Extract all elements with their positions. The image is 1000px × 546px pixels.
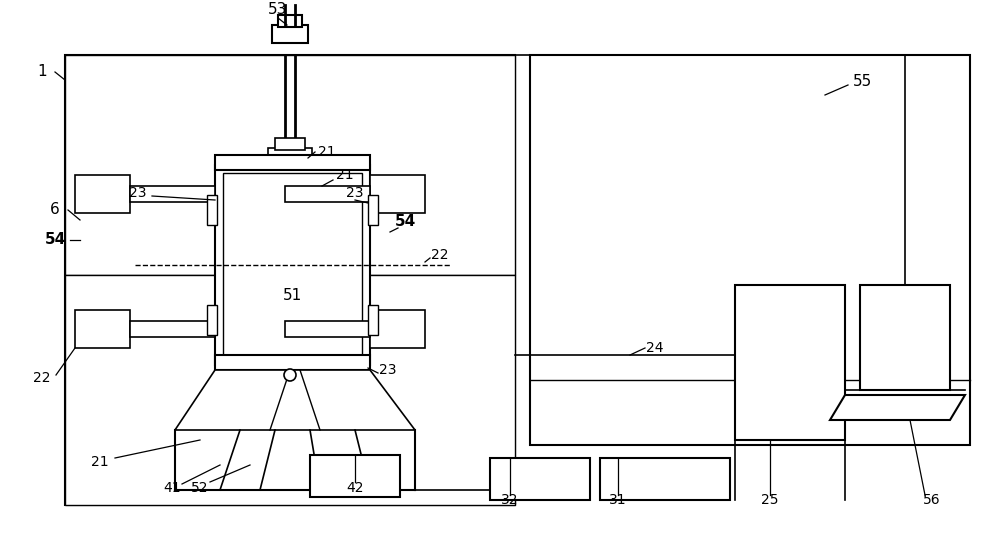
Bar — [225, 356, 237, 364]
Text: 41: 41 — [163, 481, 181, 495]
Bar — [207, 305, 217, 335]
Bar — [285, 186, 370, 202]
Text: 21: 21 — [336, 168, 354, 182]
Bar — [275, 138, 305, 150]
Text: 23: 23 — [379, 363, 397, 377]
Bar — [279, 161, 291, 169]
Bar — [130, 186, 215, 202]
Text: 24: 24 — [646, 341, 664, 355]
Bar — [268, 158, 312, 168]
Bar — [65, 275, 515, 505]
Text: 23: 23 — [346, 186, 364, 200]
Bar — [207, 195, 217, 225]
Bar — [370, 310, 425, 348]
Bar — [65, 55, 515, 275]
Bar — [130, 321, 215, 337]
Bar — [315, 161, 327, 169]
Bar — [75, 175, 130, 213]
Text: 31: 31 — [609, 493, 627, 507]
Bar — [279, 356, 291, 364]
Bar — [243, 356, 255, 364]
Bar — [490, 458, 590, 500]
Text: 1: 1 — [37, 64, 47, 80]
Bar — [310, 455, 400, 497]
Bar — [368, 305, 378, 335]
Circle shape — [284, 369, 296, 381]
Bar — [333, 161, 345, 169]
Bar — [297, 161, 309, 169]
Bar — [215, 165, 370, 365]
Bar — [215, 355, 370, 370]
Text: 22: 22 — [33, 371, 51, 385]
Bar — [333, 356, 345, 364]
Bar — [285, 321, 370, 337]
Text: 21: 21 — [91, 455, 109, 469]
Bar — [225, 161, 237, 169]
Bar — [351, 161, 363, 169]
Text: 52: 52 — [191, 481, 209, 495]
Text: 42: 42 — [346, 481, 364, 495]
Text: 54: 54 — [44, 233, 66, 247]
Bar — [261, 161, 273, 169]
Text: 32: 32 — [501, 493, 519, 507]
Bar — [315, 356, 327, 364]
Bar — [368, 195, 378, 225]
Text: 25: 25 — [761, 493, 779, 507]
Polygon shape — [830, 395, 965, 420]
Text: 53: 53 — [268, 3, 288, 17]
Bar — [268, 148, 312, 158]
Bar — [215, 155, 370, 170]
Text: 6: 6 — [50, 203, 60, 217]
Text: 54: 54 — [394, 215, 416, 229]
Bar — [65, 55, 515, 505]
Text: 56: 56 — [923, 493, 941, 507]
Bar — [530, 55, 970, 445]
Bar — [243, 161, 255, 169]
Bar — [297, 356, 309, 364]
Text: 51: 51 — [282, 288, 302, 302]
Bar — [600, 458, 730, 500]
Text: 21: 21 — [318, 145, 336, 159]
Bar — [735, 285, 845, 440]
Text: 23: 23 — [129, 186, 147, 200]
Text: 55: 55 — [852, 74, 872, 90]
Bar — [351, 356, 363, 364]
Bar — [75, 310, 130, 348]
Bar — [278, 15, 302, 27]
Polygon shape — [175, 370, 415, 430]
Bar — [223, 173, 362, 357]
Bar — [860, 285, 950, 390]
Bar — [370, 175, 425, 213]
Bar — [272, 25, 308, 43]
Text: 22: 22 — [431, 248, 449, 262]
Bar — [261, 356, 273, 364]
